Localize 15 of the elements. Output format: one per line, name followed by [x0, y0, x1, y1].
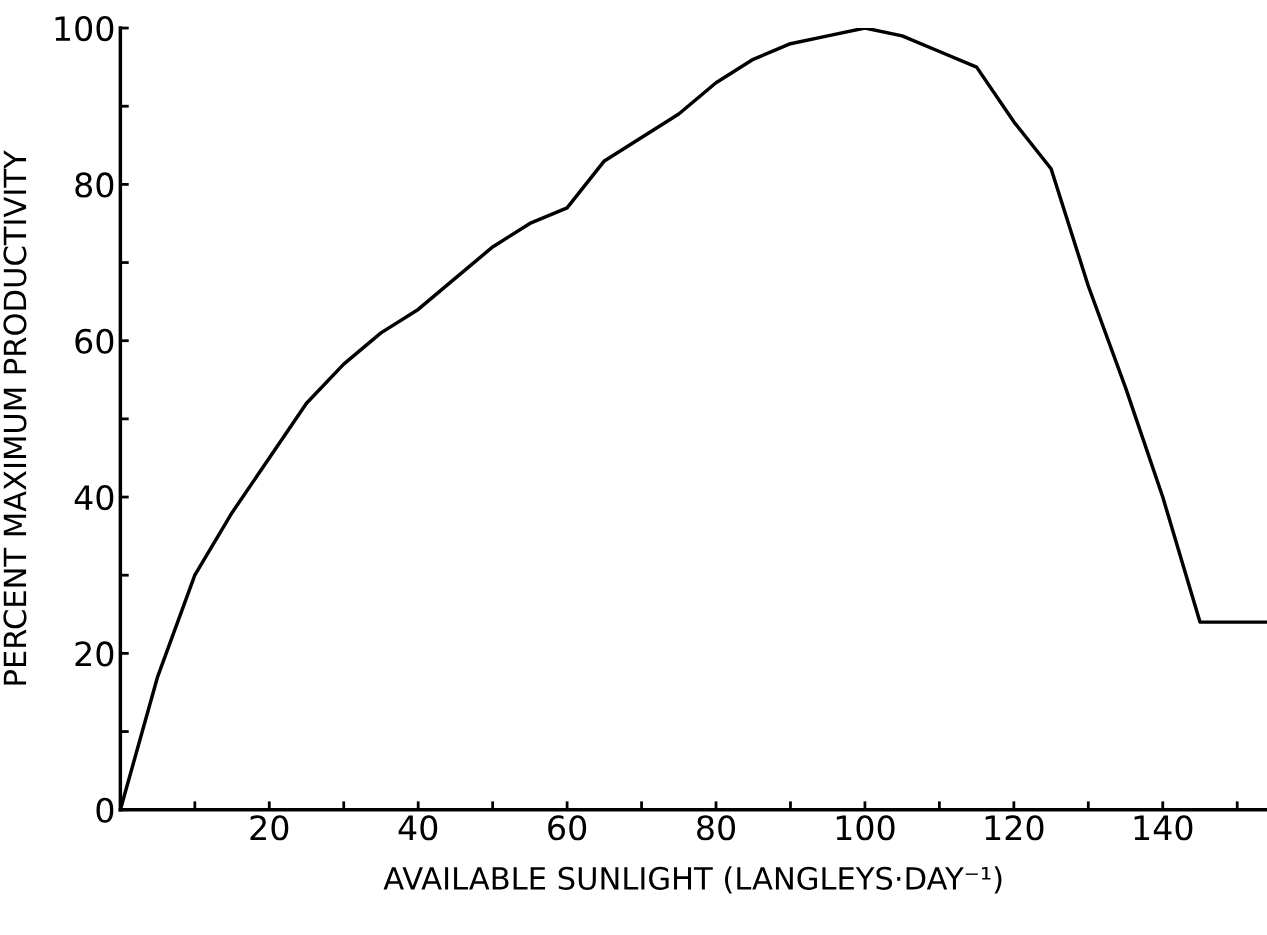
x-tick-label: 120 — [985, 815, 1044, 841]
x-tick-label: 100 — [836, 815, 895, 841]
y-tick-label: 20 — [75, 641, 114, 667]
y-tick-label: 0 — [96, 797, 114, 823]
y-axis-title: PERCENT MAXIMUM PRODUCTIVITY — [3, 150, 27, 685]
x-tick-label: 80 — [697, 815, 736, 841]
x-tick-label: 60 — [548, 815, 587, 841]
y-tick-label: 100 — [55, 15, 114, 42]
y-tick-label: 60 — [75, 328, 114, 354]
x-tick-label: 20 — [250, 815, 289, 841]
x-tick-label: 140 — [1134, 815, 1193, 841]
y-tick-label: 40 — [74, 484, 114, 511]
x-axis-title: AVAILABLE SUNLIGHT (LANGLEYS·DAY⁻¹) — [383, 866, 1002, 894]
y-tick-label: 80 — [75, 172, 114, 198]
x-tick-label: 40 — [398, 815, 438, 841]
